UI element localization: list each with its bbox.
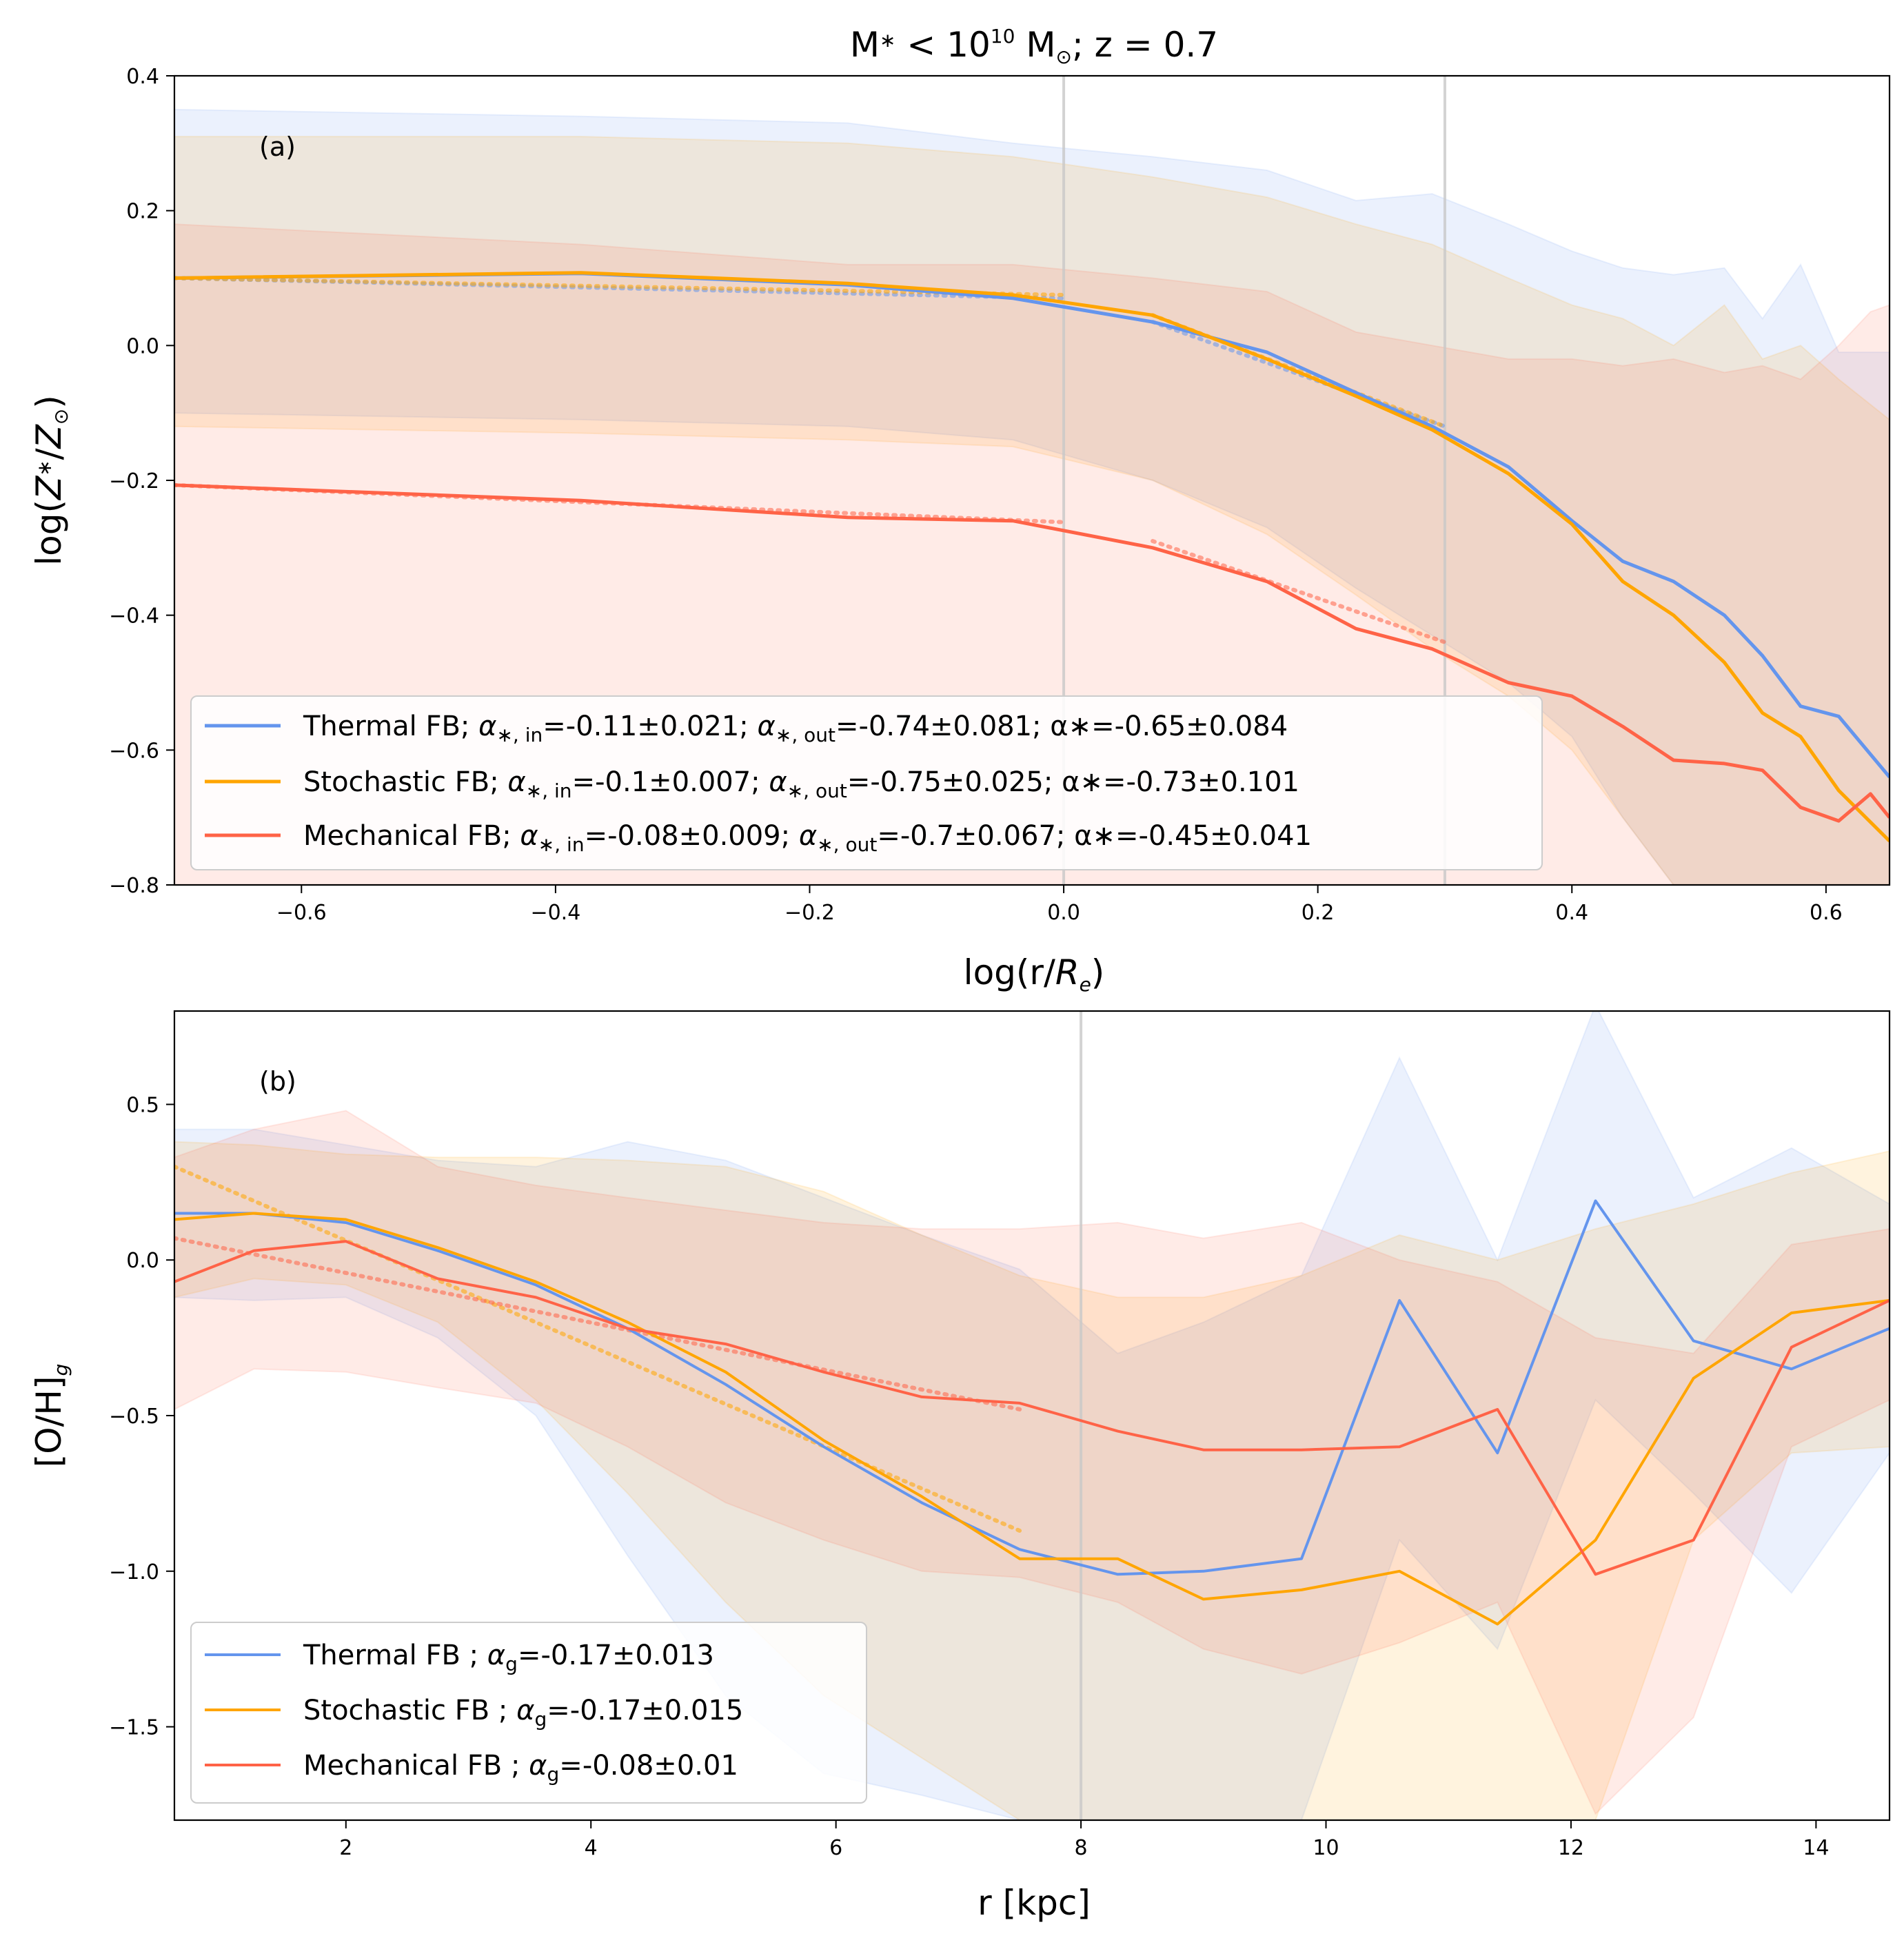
series-line-stochastic [174,271,1890,843]
y-tick-label: 0.5 [126,1093,159,1117]
panel-a-legend-frame [190,695,1543,870]
panel-a: −0.6 −0.4 −0.2 0.0 0.2 0.4 0.6 −0.8−0.6−0.4−0.… [29,65,1891,996]
panel-b-legend: Thermal FB ; αg=-0.17±0.013 Stochastic F… [190,1622,867,1804]
legend-entry-stochastic-b: Stochastic FB ; αg=-0.17±0.015 [303,1695,743,1731]
series-line-thermal [174,272,1890,779]
series-line-mechanical [174,483,1890,823]
x-tick-label: 0.0 [1047,901,1080,925]
x-tick-label: 0.4 [1555,901,1588,925]
series-line-mechanical [174,1240,1890,1576]
y-tick-label: 0.0 [126,334,159,358]
panel-a-y-axis-label: log(Z∗/Z⊙) [29,395,72,566]
x-tick-label: 0.6 [1810,901,1843,925]
x-tick-label: 2 [339,1836,352,1860]
panel-b-series-lines [174,1199,1890,1626]
fit-mechanical [174,1236,1022,1411]
panel-b-fit-lines [174,1164,1022,1533]
x-tick-label: 12 [1558,1836,1584,1860]
y-tick-label: −0.2 [109,469,159,493]
panel-b: 2 4 6 8 10 12 14 −1.5 −1.0 −0.5 0.0 0.5 (b) r [kpc… [29,1010,1891,1923]
legend-entry-stochastic: Stochastic FB; α∗, in=-0.1±0.007; α∗, ou… [303,766,1299,802]
y-tick-label: 0.4 [126,65,159,89]
x-tick-label: 6 [829,1836,842,1860]
x-tick-label: 10 [1313,1836,1339,1860]
legend-entry-thermal-b: Thermal FB ; αg=-0.17±0.013 [303,1640,714,1675]
panel-a-series-lines [174,271,1890,843]
y-tick-label: −1.0 [109,1560,159,1584]
panel-a-y-ticks: −0.8 −0.6 −0.4 −0.2 0.0 0.2 0.4 [109,65,174,898]
band-thermal [174,108,1890,885]
series-line-thermal [174,1199,1890,1576]
y-tick-label: −0.4 [109,604,159,629]
fit-stochastic [174,276,1066,297]
legend-entry-thermal: Thermal FB; α∗, in=-0.11±0.021; α∗, out=… [303,711,1288,746]
panel-a-x-ticks: −0.6 −0.4 −0.2 0.0 0.2 0.4 0.6 [276,885,1843,925]
figure-title: M∗ < 1010 M⊙; z = 0.7 [850,25,1218,68]
y-tick-label: 0.0 [126,1249,159,1273]
panel-a-legend: Thermal FB; α∗, in=-0.11±0.021; α∗, out=… [190,695,1543,870]
panel-b-label: (b) [259,1066,296,1096]
x-tick-label: 14 [1803,1836,1829,1860]
legend-entry-mechanical-b: Mechanical FB ; αg=-0.08±0.01 [303,1750,738,1786]
y-tick-label: −0.5 [109,1405,159,1429]
y-tick-label: −1.5 [109,1716,159,1740]
band-thermal [174,1011,1890,1820]
legend-entry-mechanical: Mechanical FB; α∗, in=-0.08±0.009; α∗, o… [303,820,1312,856]
panel-a-x-axis-label: log(r/Re) [964,952,1105,996]
y-tick-label: 0.2 [126,200,159,224]
x-tick-label: 8 [1075,1836,1088,1860]
y-tick-label: −0.6 [109,739,159,763]
panel-b-y-ticks: −1.5 −1.0 −0.5 0.0 0.5 [109,1093,174,1740]
panel-b-x-axis-label: r [kpc] [978,1883,1091,1923]
band-mechanical [174,1110,1890,1815]
series-line-stochastic [174,1212,1890,1626]
y-tick-label: −0.8 [109,874,159,898]
panel-a-label: (a) [259,132,296,162]
x-tick-label: 4 [585,1836,598,1860]
x-tick-label: 0.2 [1302,901,1335,925]
panel-b-y-axis-label: [O/H]g [29,1364,72,1468]
panel-b-legend-frame [190,1622,867,1804]
x-tick-label: −0.4 [530,901,580,925]
fit-mechanical [1151,539,1447,644]
x-tick-label: −0.2 [784,901,835,925]
panel-b-x-ticks: 2 4 6 8 10 12 14 [339,1820,1829,1860]
band-stochastic [174,136,1890,885]
x-tick-label: −0.6 [276,901,327,925]
